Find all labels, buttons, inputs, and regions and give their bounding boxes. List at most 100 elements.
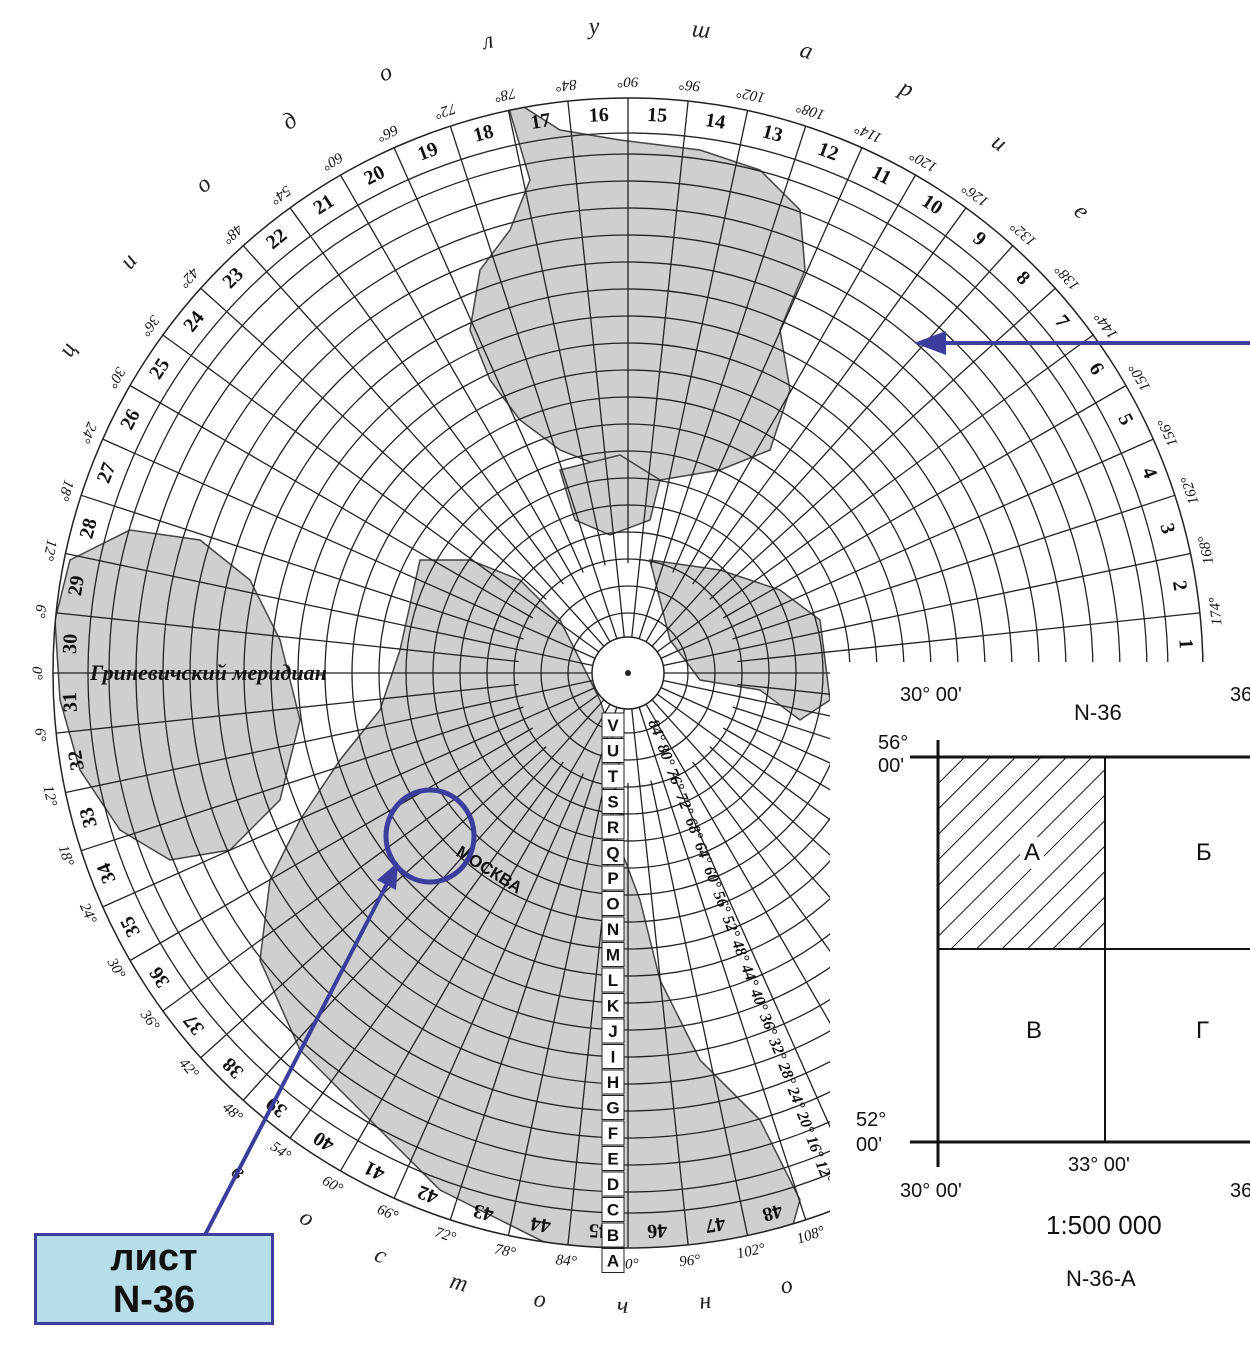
meridian-line (339, 703, 611, 1172)
ring-letter: и (987, 129, 1012, 157)
row-letter-cell (601, 840, 625, 865)
inset-cell-v-label: В (1026, 1017, 1043, 1044)
row-letter: R (607, 818, 619, 837)
longitude-label: 102° (735, 1241, 766, 1263)
latitude-label: 16° (802, 1134, 826, 1162)
zone-number: 41 (361, 1156, 389, 1185)
row-letter: G (606, 1099, 619, 1118)
sheet-callout-box: лист N-36 (34, 1233, 274, 1325)
longitude-label: 72° (433, 1225, 458, 1247)
meridian-line (242, 699, 605, 1101)
callout-line-2: N-36 (112, 1279, 196, 1321)
zone-number: 20 (361, 161, 389, 190)
meridian-line (200, 287, 547, 600)
latitude-label: 48° (728, 937, 753, 966)
row-letter: E (607, 1150, 618, 1169)
meridian-line (507, 780, 606, 1236)
longitude-label: 108° (795, 98, 827, 122)
zone-number: 47 (704, 1212, 727, 1237)
longitude-label: 24° (76, 420, 99, 446)
meridian-line (80, 706, 524, 852)
longitude-label: 60° (319, 1173, 345, 1197)
meridian-line (732, 494, 1176, 640)
latitude-label: 56° (709, 889, 733, 917)
zone-number: 31 (59, 692, 82, 713)
inset-cell-a-label: А (1020, 837, 1045, 869)
ring-letter: о (190, 171, 216, 198)
inset-sheet-title: N-36 (1074, 700, 1122, 725)
latitude-label: 28° (774, 1059, 799, 1088)
meridian-line (631, 101, 689, 638)
longitude-label: 78° (493, 84, 517, 104)
meridian-line (393, 773, 584, 1199)
latitude-label: 64° (691, 840, 715, 868)
longitude-label: 30° (103, 955, 128, 982)
right-arrowhead (914, 331, 946, 355)
latitude-label: 40° (746, 986, 771, 1015)
zone-number: 18 (471, 120, 496, 146)
ring-letter: л (478, 28, 496, 56)
zone-number: 23 (218, 263, 248, 293)
callout-line-1: лист (110, 1237, 198, 1279)
longitude-label: 156° (1155, 416, 1181, 449)
row-letter-cell (601, 1248, 625, 1273)
longitude-label: 6° (31, 604, 48, 619)
meridian-line (449, 125, 618, 639)
longitude-label: 48° (219, 1100, 245, 1126)
meridian-line (289, 207, 564, 585)
longitude-label: 168° (1196, 534, 1218, 565)
longitude-label: 144° (1092, 309, 1122, 341)
zone-number: 17 (529, 109, 552, 134)
row-letter: H (607, 1073, 619, 1092)
zone-number: 8 (1012, 267, 1035, 290)
longitude-label: 96° (679, 1252, 702, 1270)
meridian-line (567, 101, 625, 638)
zone-number: 27 (93, 460, 121, 487)
longitude-label: 78° (493, 1242, 517, 1262)
zone-number: 46 (647, 1219, 668, 1242)
zone-number: 34 (93, 860, 121, 887)
meridian-line (56, 612, 519, 663)
zone-number: 13 (760, 120, 785, 146)
row-letter: P (607, 869, 618, 888)
zone-number: 29 (64, 574, 89, 597)
longitude-label: 108° (795, 1223, 827, 1247)
row-letter-cell (601, 712, 625, 738)
row-letter-cell (601, 1095, 625, 1120)
inset-bottom-lat-min: 00' (856, 1134, 883, 1156)
zone-number: 44 (529, 1212, 552, 1237)
latitude-label: 24° (783, 1084, 808, 1113)
row-letter-cell (601, 967, 625, 993)
inset-bottom-lat-deg: 52° (856, 1109, 887, 1131)
ring-letter: д (278, 107, 302, 136)
longitude-label: 162° (1178, 474, 1202, 506)
meridian-line (660, 438, 1154, 659)
zone-number: 24 (179, 307, 209, 336)
zone-number: 7 (1050, 311, 1073, 333)
longitude-label: 12° (39, 538, 59, 562)
zone-number: 10 (918, 190, 947, 219)
meridian-line (709, 287, 1056, 600)
meridian-line (651, 245, 1014, 647)
zone-number: 21 (309, 190, 338, 219)
longitude-label: 66° (375, 121, 401, 144)
ring-letter: т (447, 1268, 471, 1298)
longitude-label: 72° (433, 100, 458, 122)
longitude-label: 6° (31, 727, 48, 742)
meridian-line (672, 147, 863, 573)
longitude-label: 48° (219, 221, 245, 247)
greenwich-meridian-label: Гриневичский меридиан (89, 660, 327, 685)
meridian-line (129, 727, 534, 962)
meridian-line (631, 708, 689, 1245)
ring-letter: ч (617, 1293, 629, 1319)
inset-middle-lon: 33° 00' (1068, 1154, 1130, 1176)
row-letter-cell (601, 1018, 625, 1044)
meridian-line (650, 110, 749, 566)
row-letter-cell (601, 1222, 625, 1248)
row-letter-cell (601, 1146, 625, 1171)
meridian-line (129, 384, 534, 619)
inset-cell-g-label: Г (1196, 1017, 1209, 1044)
zone-number: 26 (116, 406, 145, 434)
longitude-label: 36° (137, 311, 163, 338)
